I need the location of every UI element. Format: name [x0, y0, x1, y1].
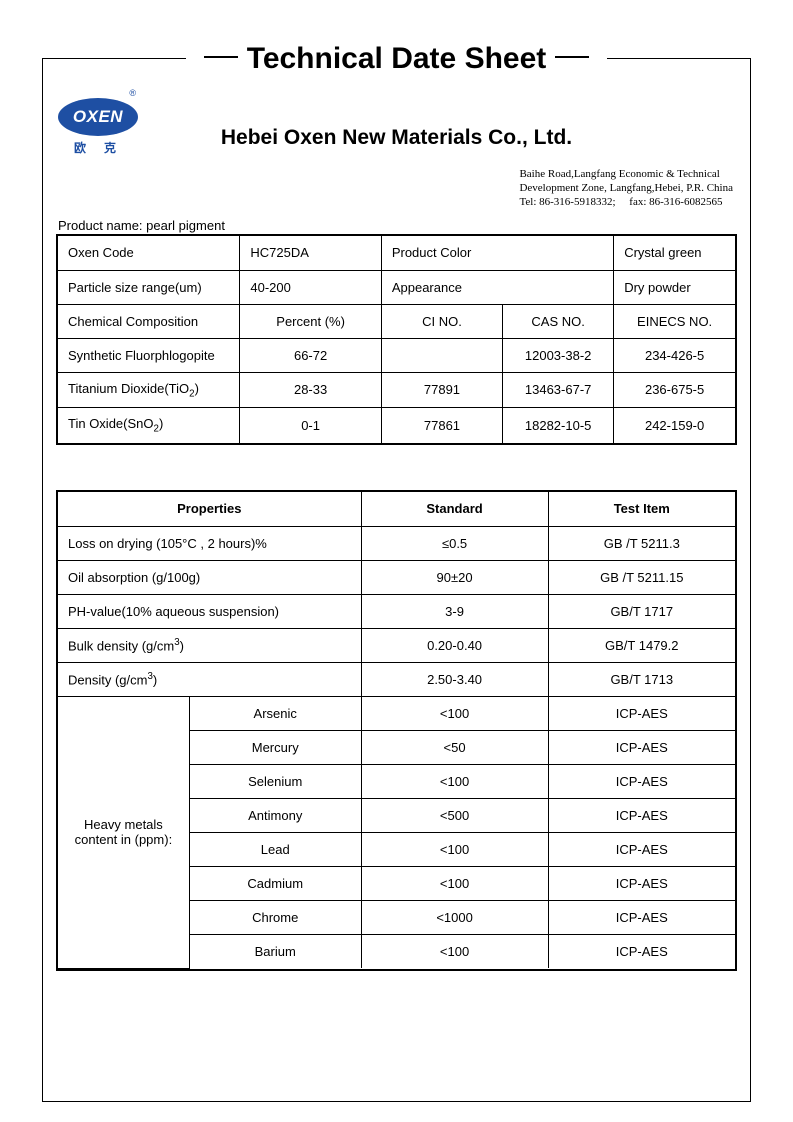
hm-name: Selenium — [189, 764, 361, 798]
prop-test: GB/T 1713 — [548, 662, 735, 696]
comp-percent: 28-33 — [240, 372, 381, 408]
title-dash-left — [204, 56, 238, 58]
prop-test: GB/T 1717 — [548, 594, 735, 628]
prop-test: GB /T 5211.15 — [548, 560, 735, 594]
particle-size-value: 40-200 — [240, 270, 381, 304]
product-color-value: Crystal green — [614, 236, 735, 270]
hm-name: Chrome — [189, 900, 361, 934]
comp-name: Synthetic Fluorphlogopite — [58, 338, 240, 372]
comp-hdr-name: Chemical Composition — [58, 304, 240, 338]
prop-name: PH-value(10% aqueous suspension) — [58, 594, 361, 628]
hm-standard: <100 — [361, 934, 548, 968]
comp-einecs: 242-159-0 — [614, 408, 735, 443]
page: Technical Date Sheet ® OXEN 欧克 Hebei Oxe… — [0, 0, 793, 1122]
logo-registered: ® — [58, 88, 138, 98]
hm-test: ICP-AES — [548, 696, 735, 730]
product-info-table: Oxen CodeHC725DAProduct ColorCrystal gre… — [56, 234, 737, 445]
hm-name: Lead — [189, 832, 361, 866]
hm-test: ICP-AES — [548, 764, 735, 798]
product-color-label: Product Color — [381, 236, 613, 270]
comp-einecs: 236-675-5 — [614, 372, 735, 408]
hm-test: ICP-AES — [548, 832, 735, 866]
properties-table: PropertiesStandardTest Item Loss on dryin… — [56, 490, 737, 971]
comp-ci — [381, 338, 502, 372]
comp-ci: 77891 — [381, 372, 502, 408]
comp-cas: 13463-67-7 — [503, 372, 614, 408]
hm-name: Cadmium — [189, 866, 361, 900]
props-hdr-standard: Standard — [361, 492, 548, 526]
prop-standard: ≤0.5 — [361, 526, 548, 560]
oxen-code-label: Oxen Code — [58, 236, 240, 270]
comp-name: Titanium Dioxide(TiO2) — [58, 372, 240, 408]
hm-name: Arsenic — [189, 696, 361, 730]
doc-title: Technical Date Sheet — [247, 42, 547, 76]
hm-standard: <100 — [361, 696, 548, 730]
props-hdr-properties: Properties — [58, 492, 361, 526]
hm-standard: <100 — [361, 866, 548, 900]
hm-test: ICP-AES — [548, 730, 735, 764]
prop-name: Loss on drying (105°C , 2 hours)% — [58, 526, 361, 560]
comp-cas: 12003-38-2 — [503, 338, 614, 372]
logo-text: OXEN — [73, 107, 123, 127]
hm-test: ICP-AES — [548, 934, 735, 968]
hm-test: ICP-AES — [548, 798, 735, 832]
comp-hdr-percent: Percent (%) — [240, 304, 381, 338]
company-address: Baihe Road,Langfang Economic & Technical… — [519, 168, 733, 209]
hm-name: Antimony — [189, 798, 361, 832]
comp-hdr-cas: CAS NO. — [503, 304, 614, 338]
oxen-code-value: HC725DA — [240, 236, 381, 270]
appearance-label: Appearance — [381, 270, 613, 304]
hm-name: Barium — [189, 934, 361, 968]
hm-name: Mercury — [189, 730, 361, 764]
heavy-metals-label: Heavy metals content in (ppm): — [58, 696, 189, 968]
hm-test: ICP-AES — [548, 866, 735, 900]
prop-test: GB /T 5211.3 — [548, 526, 735, 560]
prop-name: Density (g/cm3) — [58, 662, 361, 696]
particle-size-label: Particle size range(um) — [58, 270, 240, 304]
comp-hdr-einecs: EINECS NO. — [614, 304, 735, 338]
comp-percent: 0-1 — [240, 408, 381, 443]
address-line-2: Development Zone, Langfang,Hebei, P.R. C… — [519, 182, 733, 196]
prop-standard: 3-9 — [361, 594, 548, 628]
prop-standard: 90±20 — [361, 560, 548, 594]
props-hdr-test: Test Item — [548, 492, 735, 526]
comp-name: Tin Oxide(SnO2) — [58, 408, 240, 443]
product-name: Product name: pearl pigment — [58, 218, 225, 233]
hm-test: ICP-AES — [548, 900, 735, 934]
company-name: Hebei Oxen New Materials Co., Ltd. — [0, 126, 793, 150]
address-line-3: Tel: 86-316-5918332; fax: 86-316-6082565 — [519, 196, 733, 210]
hm-standard: <100 — [361, 832, 548, 866]
hm-standard: <50 — [361, 730, 548, 764]
comp-percent: 66-72 — [240, 338, 381, 372]
prop-standard: 0.20-0.40 — [361, 628, 548, 662]
hm-standard: <500 — [361, 798, 548, 832]
address-line-1: Baihe Road,Langfang Economic & Technical — [519, 168, 733, 182]
hm-standard: <1000 — [361, 900, 548, 934]
prop-name: Bulk density (g/cm3) — [58, 628, 361, 662]
hm-standard: <100 — [361, 764, 548, 798]
comp-cas: 18282-10-5 — [503, 408, 614, 443]
prop-test: GB/T 1479.2 — [548, 628, 735, 662]
title-wrap: Technical Date Sheet — [0, 42, 793, 76]
title-dash-right — [555, 56, 589, 58]
comp-ci: 77861 — [381, 408, 502, 443]
comp-einecs: 234-426-5 — [614, 338, 735, 372]
comp-hdr-ci: CI NO. — [381, 304, 502, 338]
prop-name: Oil absorption (g/100g) — [58, 560, 361, 594]
prop-standard: 2.50-3.40 — [361, 662, 548, 696]
appearance-value: Dry powder — [614, 270, 735, 304]
